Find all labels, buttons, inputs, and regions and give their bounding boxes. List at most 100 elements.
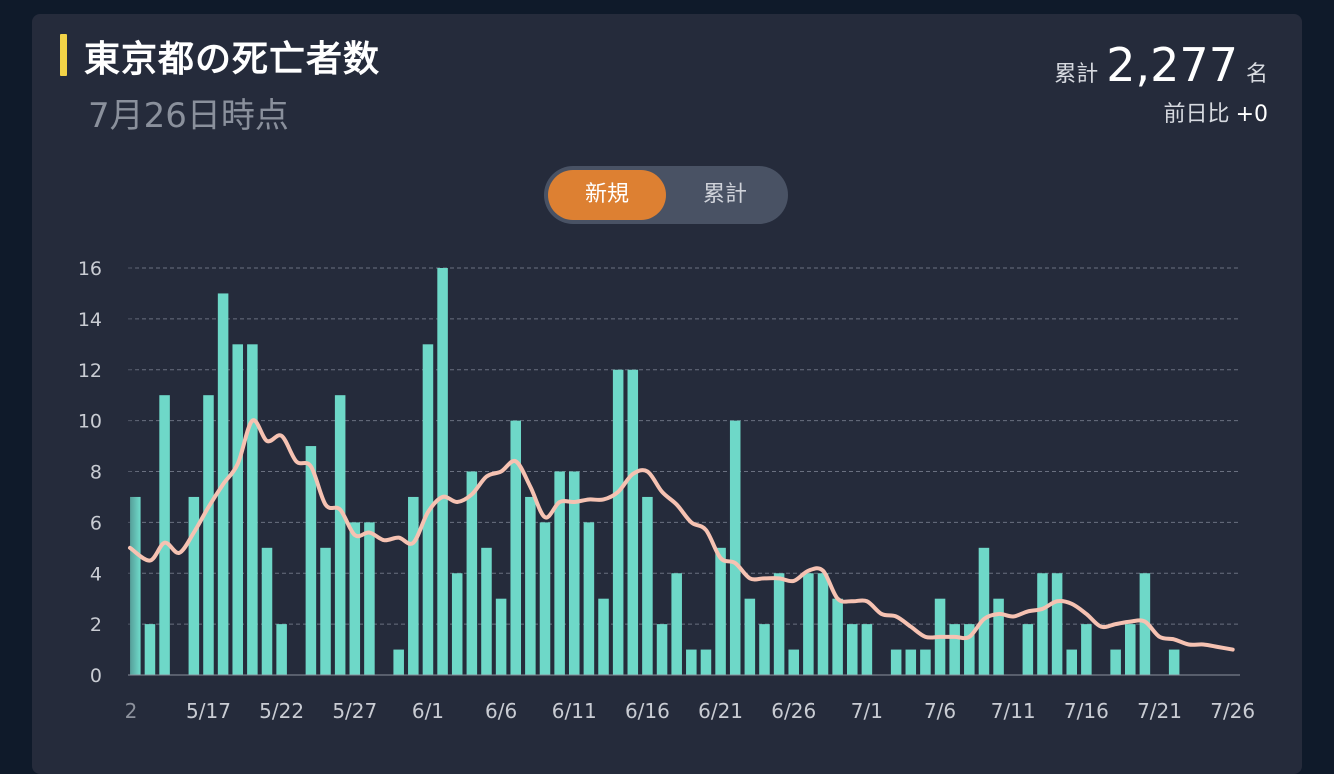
bar	[744, 598, 756, 675]
diff-label: 前日比	[1163, 102, 1230, 127]
total-count: 累計 2,277 名	[1054, 38, 1268, 92]
y-tick-label: 2	[90, 614, 102, 636]
bar	[729, 420, 741, 675]
bar	[715, 547, 726, 675]
total-unit: 名	[1245, 62, 1268, 87]
x-axis: 2 5/17 5/22 5/27 6/1 6/6 6/11 6/16 6/21 6/26 7/1 7/…	[125, 699, 1256, 723]
bar	[846, 624, 858, 675]
bar	[773, 573, 785, 675]
day-over-day: 前日比 +0	[1164, 96, 1268, 128]
x-tick-label: 2	[125, 699, 138, 723]
x-tick-label: 6/11	[552, 699, 597, 723]
diff-value: +0	[1235, 102, 1268, 127]
bar	[408, 496, 419, 675]
bar	[1168, 649, 1180, 675]
bar	[334, 395, 346, 675]
bar	[788, 649, 800, 675]
bar	[890, 649, 902, 675]
bar	[203, 395, 214, 675]
x-tick-label: 5/27	[332, 699, 377, 723]
bar	[159, 395, 170, 675]
bar	[510, 420, 522, 675]
as-of-date: 7月26日時点	[88, 96, 289, 136]
bar	[583, 522, 595, 675]
bar	[861, 624, 873, 675]
bar	[144, 624, 156, 675]
bar	[612, 369, 624, 675]
bar	[1037, 573, 1048, 675]
bar	[686, 649, 697, 675]
bar	[539, 522, 551, 675]
x-tick-label: 7/11	[991, 699, 1036, 723]
x-tick-label: 7/16	[1064, 699, 1109, 723]
bar	[451, 573, 463, 675]
x-tick-label: 7/21	[1137, 699, 1182, 723]
bar	[978, 547, 990, 675]
bar	[949, 624, 960, 675]
x-tick-label: 6/16	[625, 699, 670, 723]
y-tick-label: 8	[90, 462, 102, 484]
bar	[700, 649, 712, 675]
bar	[1066, 649, 1078, 675]
bar	[525, 496, 536, 675]
y-tick-label: 10	[78, 411, 102, 433]
bar	[832, 598, 843, 675]
bar	[305, 446, 317, 675]
y-tick-label: 12	[78, 360, 102, 382]
scroll-fade	[122, 263, 140, 675]
bar	[656, 624, 668, 675]
y-tick-label: 6	[90, 512, 102, 534]
title-accent-bar	[60, 34, 67, 76]
total-label: 累計	[1054, 62, 1099, 87]
deaths-chart: 0 2 4 6 8 10 12 14 16 2 5/17 5/22 5/27 6/1 6/6 6/11 6/1…	[78, 258, 1256, 723]
bar	[1051, 573, 1063, 675]
bar	[554, 471, 565, 675]
x-tick-label: 6/26	[771, 699, 816, 723]
bar	[261, 547, 273, 675]
x-tick-label: 7/26	[1210, 699, 1255, 723]
bar	[920, 649, 931, 675]
bar	[1139, 573, 1151, 675]
y-axis: 0 2 4 6 8 10 12 14 16	[78, 258, 102, 687]
bar	[993, 598, 1004, 675]
bar	[642, 496, 653, 675]
bar	[759, 624, 770, 675]
x-tick-label: 6/1	[412, 699, 444, 723]
toggle-cumulative-button[interactable]: 累計	[702, 182, 747, 207]
bar	[232, 344, 244, 675]
bar	[817, 573, 829, 675]
y-tick-label: 14	[78, 309, 102, 331]
y-tick-label: 16	[78, 258, 102, 280]
average-line-series	[128, 418, 1235, 652]
bar	[1124, 624, 1136, 675]
bar	[276, 624, 287, 675]
total-value: 2,277	[1106, 38, 1238, 92]
bar	[320, 547, 331, 675]
x-tick-label: 7/1	[851, 699, 883, 723]
bar	[364, 522, 375, 675]
page-title: 東京都の死亡者数	[84, 39, 381, 80]
bar	[803, 573, 814, 675]
bar	[627, 369, 639, 675]
x-tick-label: 6/6	[485, 699, 517, 723]
bar-series	[122, 263, 1240, 676]
bar	[188, 496, 200, 675]
moving-average-line	[128, 418, 1235, 652]
bar	[1110, 649, 1121, 675]
bar	[671, 573, 682, 675]
y-tick-label: 4	[90, 563, 102, 585]
x-tick-label: 5/22	[259, 699, 304, 723]
toggle-new-button[interactable]: 新規	[548, 170, 666, 220]
bar	[481, 547, 492, 675]
x-tick-label: 6/21	[698, 699, 743, 723]
bar	[349, 522, 361, 675]
bar	[466, 471, 478, 675]
bar	[905, 649, 917, 675]
x-tick-label: 7/6	[924, 699, 956, 723]
y-tick-label: 0	[90, 665, 102, 687]
bar	[598, 598, 609, 675]
x-tick-label: 5/17	[186, 699, 231, 723]
grid-lines	[128, 267, 1240, 625]
bar	[247, 344, 258, 675]
bar	[964, 624, 975, 675]
